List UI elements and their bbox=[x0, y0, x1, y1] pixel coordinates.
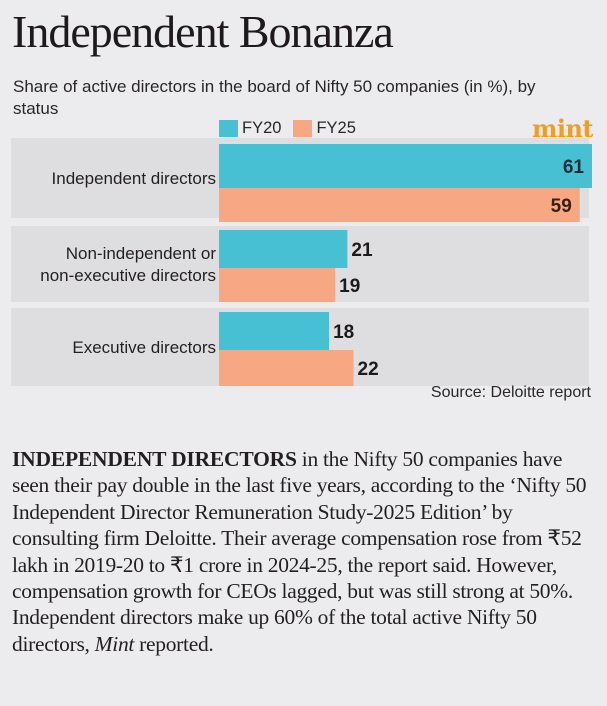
article-body: in the Nifty 50 companies have seen thei… bbox=[12, 447, 587, 656]
article-text: INDEPENDENT DIRECTORS in the Nifty 50 co… bbox=[12, 446, 602, 657]
category-label: Executive directors bbox=[72, 338, 216, 357]
legend-label-fy25: FY25 bbox=[316, 118, 356, 137]
data-label: 61 bbox=[563, 157, 585, 178]
legend-item-fy25: FY25 bbox=[293, 118, 356, 138]
data-label: 19 bbox=[339, 276, 360, 297]
article-body-end: reported. bbox=[134, 631, 214, 656]
category-label: Non-independent or bbox=[66, 244, 217, 263]
bar-fy20-0 bbox=[219, 144, 592, 188]
bar-fy25-1 bbox=[219, 268, 336, 302]
chart-title: Independent Bonanza bbox=[12, 6, 394, 57]
chart-subtitle: Share of active directors in the board o… bbox=[13, 77, 536, 118]
category-label: Independent directors bbox=[52, 169, 216, 188]
mint-logo: mint bbox=[531, 114, 594, 143]
bar-fy25-2 bbox=[219, 350, 354, 386]
category-label: non-executive directors bbox=[40, 266, 216, 285]
data-label: 21 bbox=[351, 240, 373, 261]
data-label: 59 bbox=[551, 196, 572, 217]
bar-chart: Independent directors 61 59 Non-independent… bbox=[11, 138, 592, 386]
legend-label-fy20: FY20 bbox=[242, 118, 282, 137]
legend-swatch-fy25 bbox=[293, 119, 313, 137]
legend-item-fy20: FY20 bbox=[219, 119, 281, 138]
bar-fy20-1 bbox=[219, 230, 348, 268]
data-label: 22 bbox=[358, 359, 379, 380]
bar-fy20-2 bbox=[219, 312, 330, 350]
legend: FY20 FY25 bbox=[219, 118, 356, 138]
data-label: 18 bbox=[333, 322, 354, 343]
article-italic: Mint bbox=[94, 631, 135, 656]
legend-swatch-fy20 bbox=[219, 119, 238, 137]
article-lead: INDEPENDENT DIRECTORS bbox=[12, 447, 297, 471]
bar-fy25-0 bbox=[219, 188, 580, 222]
source-note: Source: Deloitte report bbox=[430, 384, 591, 401]
